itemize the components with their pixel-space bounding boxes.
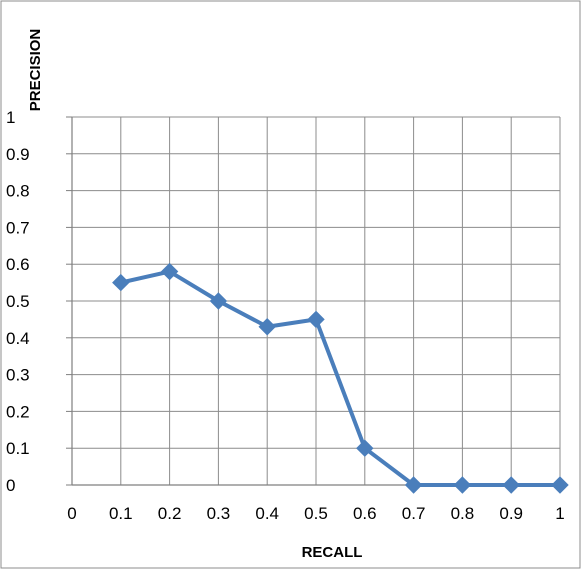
x-tick-label: 0.8 [451,504,475,523]
y-tick-label: 1 [6,108,15,127]
y-tick-label: 0 [6,476,15,495]
data-point-marker [356,439,374,457]
y-tick-label: 0.2 [6,402,30,421]
x-tick-label: 0.5 [304,504,328,523]
y-tick-label: 0.5 [6,292,30,311]
y-tick-label: 0.4 [6,329,30,348]
data-point-marker [453,476,472,494]
y-tick-label: 0.1 [6,439,30,458]
data-point-marker [404,476,423,494]
data-point-marker [258,318,276,336]
x-tick-label: 0.6 [353,504,377,523]
x-tick-label: 0 [67,504,76,523]
x-tick-label: 0.3 [207,504,231,523]
x-tick-label: 0.4 [255,504,279,523]
y-axis-title: PRECISION [27,29,44,112]
data-point-marker [502,476,520,494]
tick-labels: 0 0.1 0.2 0.3 0.4 0.5 0.6 0.7 0.8 0.9 1 0 0.1 0.2 0.3 0… [6,108,565,523]
data-point-marker [551,476,569,494]
x-tick-label: 0.1 [109,504,133,523]
data-point-marker [209,292,228,310]
y-tick-label: 0.6 [6,255,30,274]
y-tick-label: 0.9 [6,145,30,164]
y-tick-label: 0.3 [6,366,30,385]
data-point-marker [307,310,325,329]
data-point-marker [112,273,130,292]
data-series [112,262,569,494]
y-tick-label: 0.8 [6,182,30,201]
data-point-marker [160,262,179,281]
x-axis-title: RECALL [302,544,363,561]
x-tick-label: 1 [555,504,564,523]
series-line [120,269,560,487]
x-tick-label: 0.9 [499,504,523,523]
x-tick-label: 0.7 [402,504,426,523]
y-tick-label: 0.7 [6,218,30,237]
x-tick-label: 0.2 [158,504,182,523]
